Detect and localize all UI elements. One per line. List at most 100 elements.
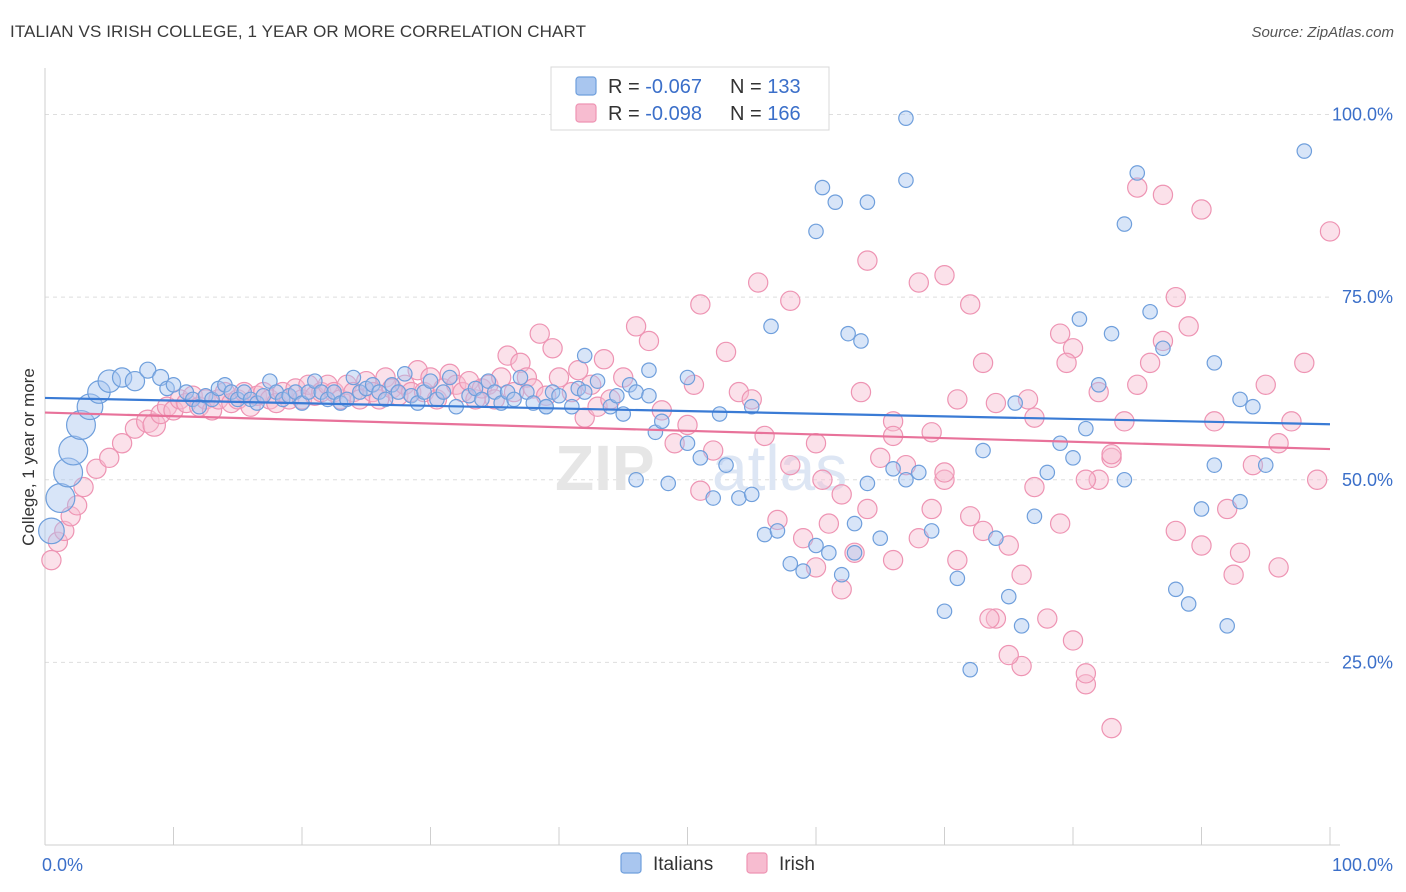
italians-n-stat: N = 133 [730,76,801,98]
italians-point [58,435,89,466]
italians-trend-line [44,396,1331,426]
italians-point [1103,325,1120,342]
irish-point [882,549,904,571]
irish-point [1024,476,1045,498]
irish-point [1056,352,1077,374]
irish-point [870,447,891,469]
irish-point [638,330,660,352]
irish-point [690,480,711,501]
italians-point [139,361,157,379]
italians-point [255,387,272,404]
irish-point [850,381,872,403]
irish-point [780,454,801,476]
irish-point [1165,286,1187,308]
italians-point [731,490,747,506]
irish-point [1255,374,1276,395]
irish-point [1075,674,1097,695]
italians-point [1026,508,1043,525]
italians-point [923,523,940,539]
italians-point [1206,457,1223,473]
irish-point [1165,520,1187,542]
irish-point [857,250,878,271]
italians-point [910,464,927,481]
irish-point [767,509,788,531]
irish-point [625,316,647,337]
x-tick-labels: 0.0% 100.0% [42,855,1393,875]
italians-point [711,406,728,422]
italians-point [435,384,452,400]
watermark-zip: ZIP [555,432,655,504]
irish-point [780,290,801,311]
italians-point [898,172,914,189]
irish-point [99,447,120,469]
irish-point [1152,184,1174,206]
irish-point [908,528,930,549]
irish-point [792,528,814,549]
italians-point [795,563,811,579]
italians-point [474,391,490,408]
irish-point [1075,663,1097,684]
italians-point [1065,450,1081,466]
italians-point [512,369,529,386]
italians-point [936,603,953,620]
irish-legend-label: Irish [779,854,815,875]
italians-point [853,333,869,349]
irish-point [1319,221,1341,242]
irish-point [1049,513,1071,534]
trend-lines [44,396,1331,451]
irish-point [882,411,904,432]
italians-point [1168,581,1184,598]
italians-point [45,483,76,514]
italians-point [165,376,182,393]
italians-legend-label: Italians [653,854,713,875]
italians-point [898,471,914,488]
italians-swatch [575,76,597,96]
irish-point [728,381,750,403]
irish-point [529,323,550,344]
italians-point [718,457,734,473]
italians-point [1039,464,1056,481]
italians-point [576,347,593,364]
irish-point [985,608,1007,629]
irish-point [934,265,955,286]
italians-point [1000,588,1017,605]
italians-point [1129,165,1146,181]
italians-point [589,373,606,389]
italians-point [782,555,799,572]
italians-point [769,523,786,539]
italians-point [396,366,413,382]
italians-point [1052,435,1068,452]
italians-point [506,391,522,408]
source-label: Source: ZipAtlas.com [1251,24,1394,41]
irish-point [812,469,833,490]
italians-point [827,194,844,210]
italians-point [743,486,760,503]
italians-point [1155,340,1171,357]
irish-point [516,367,538,388]
italians-point [377,391,394,408]
chart-title: ITALIAN VS IRISH COLLEGE, 1 YEAR OR MORE… [10,22,587,41]
italians-point [1116,471,1133,488]
irish-point [805,557,827,578]
italians-point [1219,618,1235,634]
irish-point [1306,469,1328,490]
irish-point [1191,199,1212,220]
x-tick-label-min: 0.0% [42,855,83,875]
irish-point [747,272,769,293]
italians-point [808,537,824,554]
italians-point [1245,398,1261,415]
irish-point [1229,542,1251,564]
irish-point [754,425,775,447]
italians-point [1142,303,1158,320]
italians-point [628,384,644,400]
irish-point [1049,323,1071,344]
irish-point [979,608,1000,629]
irish-point [690,294,711,315]
irish-point [1191,535,1212,556]
stats-legend-box [550,66,830,131]
axes [44,68,1340,846]
italians-point [679,369,696,386]
irish-point [1139,352,1161,374]
y-tick-label: 50.0% [1342,470,1393,490]
italians-point [962,661,978,678]
